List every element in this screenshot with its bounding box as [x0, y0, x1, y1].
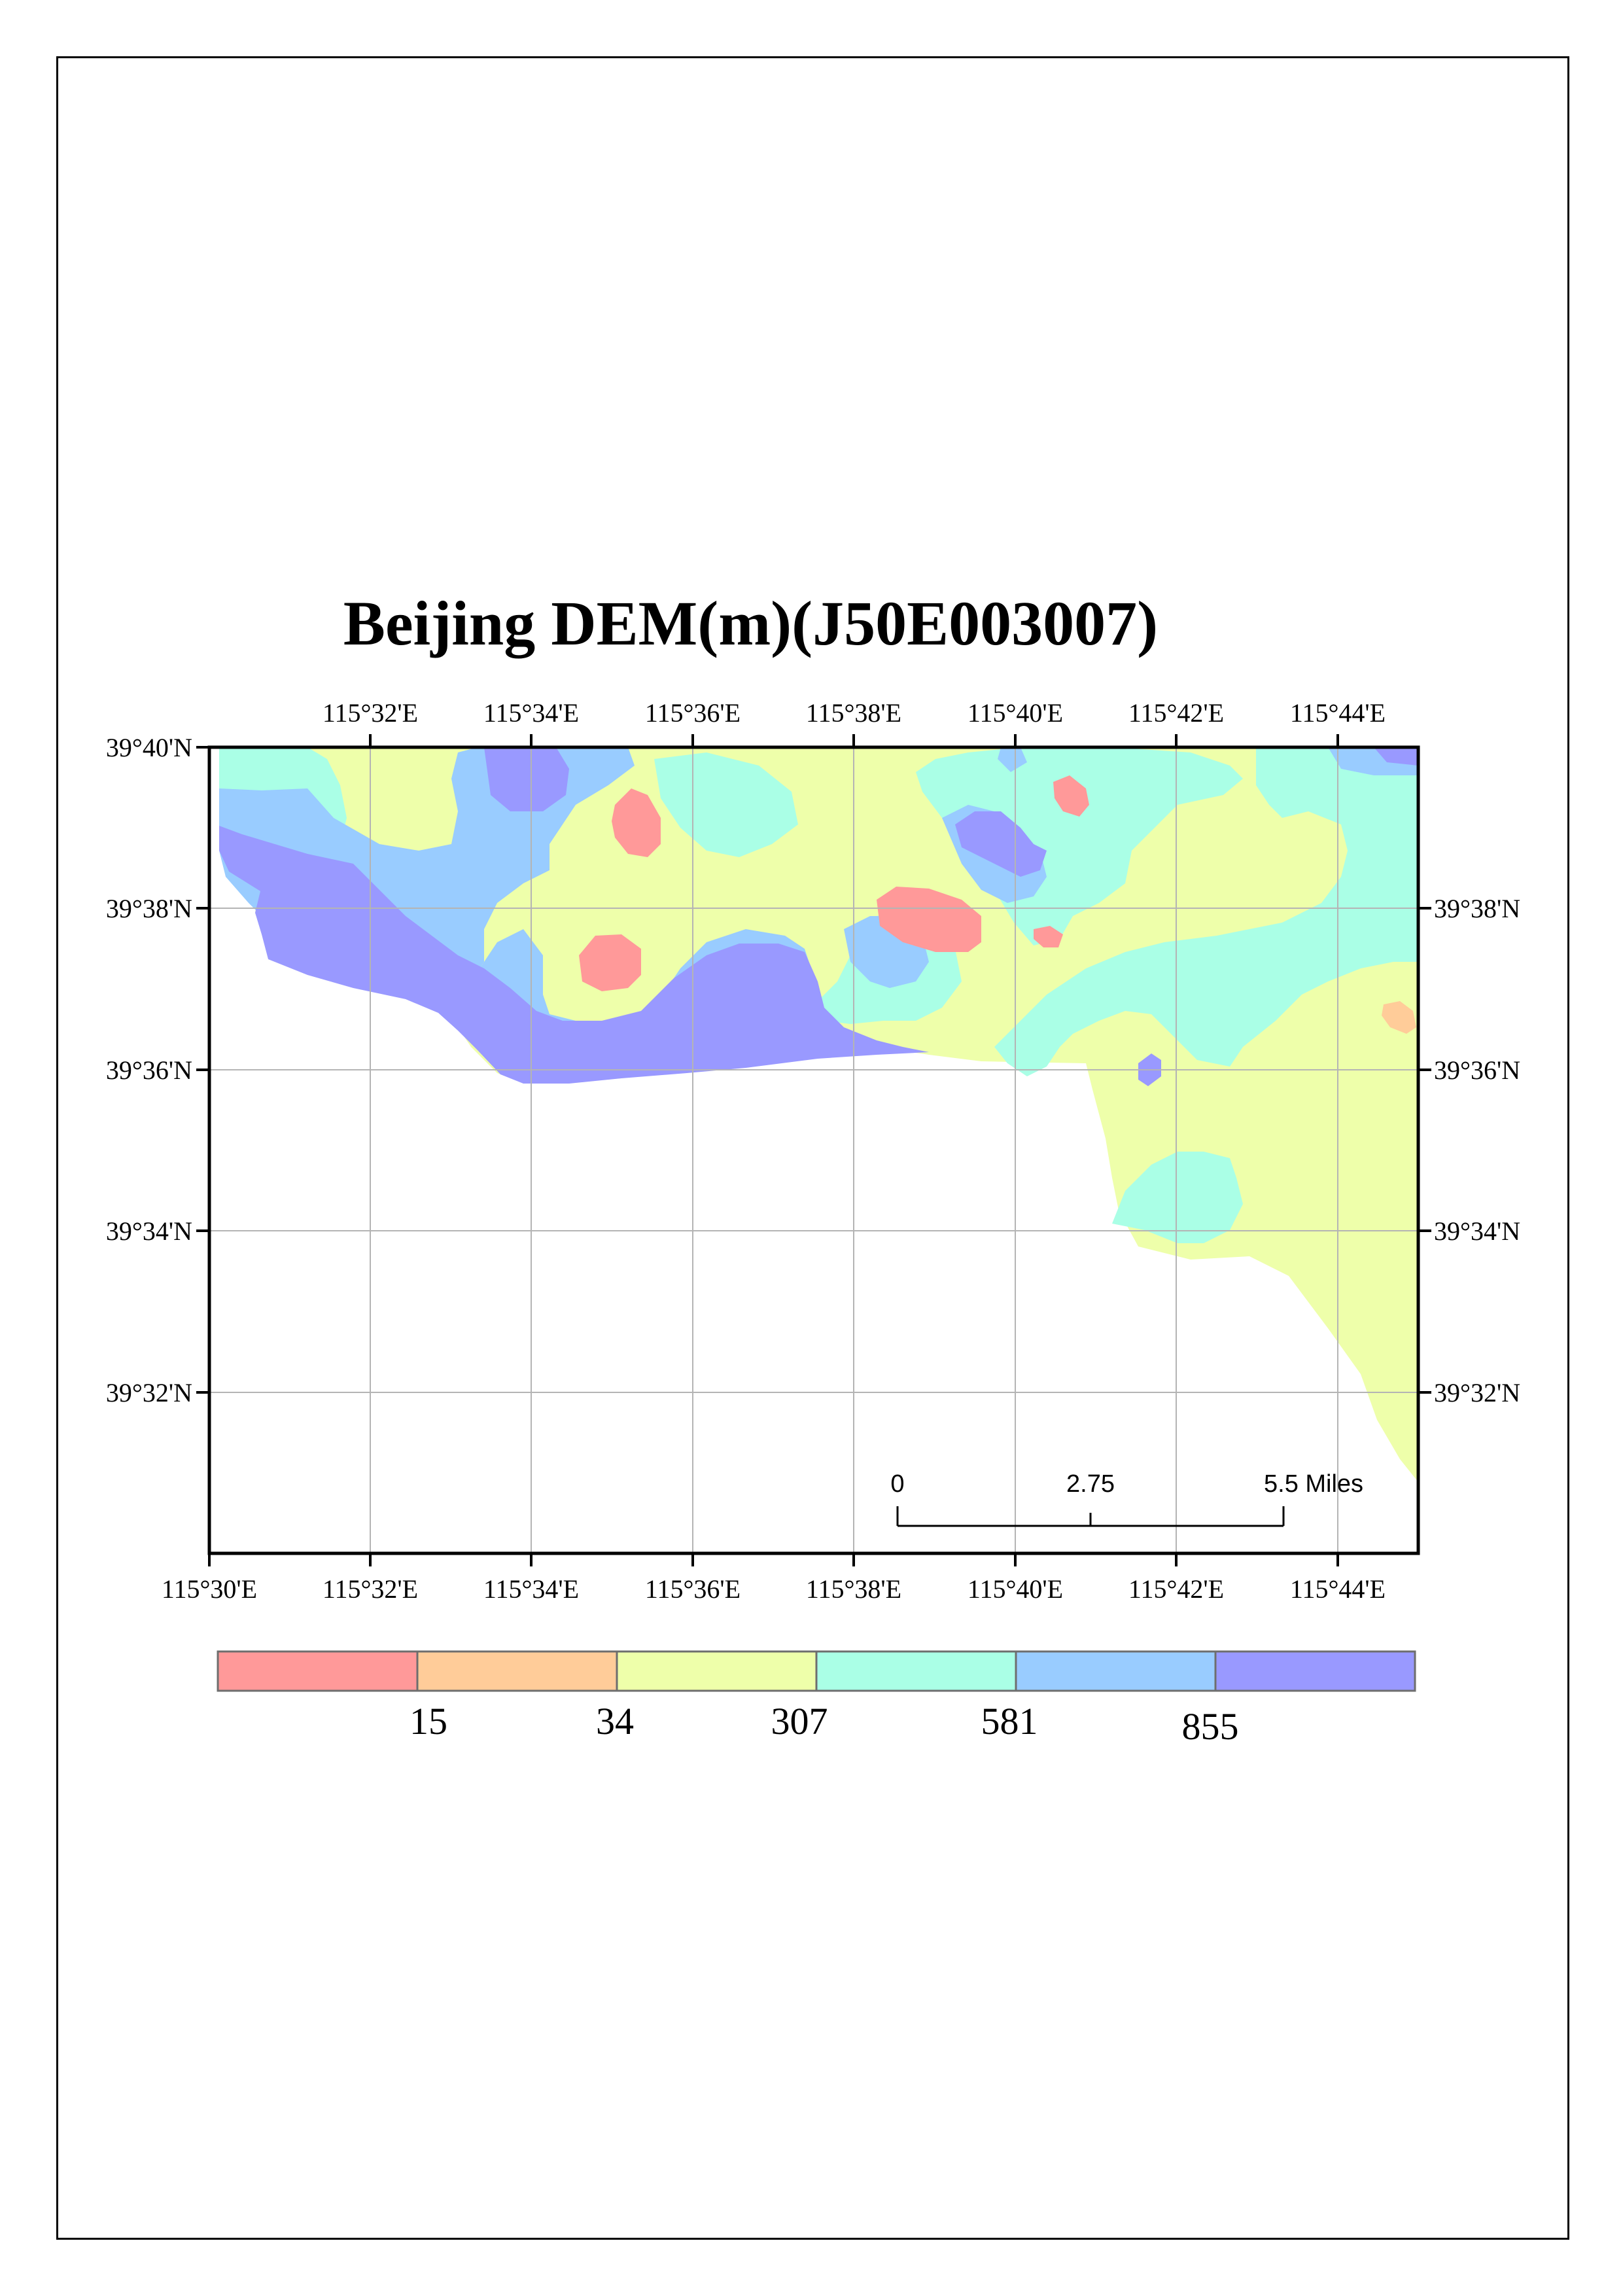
top-lon-labels: 115°32'E 115°34'E 115°36'E 115°38'E 115°…	[323, 698, 1386, 728]
legend-break-label: 855	[1182, 1705, 1239, 1748]
legend-swatch	[416, 1650, 618, 1692]
frame-ticks	[196, 734, 1431, 1566]
right-lat-label: 39°38'N	[1434, 894, 1520, 923]
legend-break-label: 307	[771, 1700, 828, 1742]
dem-zone-min	[877, 887, 981, 952]
left-lat-label: 39°40'N	[106, 733, 192, 762]
scale-bar-label: 0	[890, 1470, 904, 1498]
graticule	[209, 747, 1418, 1553]
top-lon-label: 115°44'E	[1290, 698, 1386, 728]
dem-zone-15	[1382, 1001, 1416, 1034]
page-frame	[56, 56, 1569, 2240]
dem-zone-581	[654, 752, 798, 857]
bottom-lon-label: 115°32'E	[323, 1574, 418, 1604]
dem-zone-max	[219, 826, 929, 1084]
bottom-lon-label: 115°30'E	[162, 1574, 257, 1604]
bottom-lon-label: 115°44'E	[1290, 1574, 1386, 1604]
legend-swatch	[616, 1650, 818, 1692]
dem-zone-max	[484, 747, 569, 811]
dem-zone-581	[994, 747, 1418, 1076]
top-lon-label: 115°34'E	[483, 698, 579, 728]
bottom-lon-label: 115°40'E	[968, 1574, 1063, 1604]
bottom-lon-label: 115°38'E	[806, 1574, 901, 1604]
dem-zone-min	[612, 788, 661, 857]
dem-zone-581	[916, 747, 1243, 945]
legend-break-label: 15	[410, 1700, 447, 1742]
right-lat-labels: 39°38'N 39°36'N 39°34'N 39°32'N	[1434, 894, 1520, 1407]
legend-break-label: 34	[596, 1700, 634, 1742]
top-lon-label: 115°42'E	[1128, 698, 1224, 728]
map-title: Beijing DEM(m)(J50E003007)	[343, 588, 1159, 658]
scale-bar-label: 5.5 Miles	[1264, 1470, 1363, 1498]
legend-swatch	[815, 1650, 1017, 1692]
bottom-lon-label: 115°34'E	[483, 1574, 579, 1604]
legend-swatch	[1015, 1650, 1217, 1692]
legend-break-label: 581	[981, 1700, 1038, 1742]
dem-zone-307	[219, 747, 1418, 1482]
map-frame	[207, 745, 1420, 1555]
top-lon-label: 115°38'E	[806, 698, 901, 728]
bottom-lon-label: 115°42'E	[1128, 1574, 1224, 1604]
dem-raster	[219, 747, 1418, 1482]
right-lat-label: 39°34'N	[1434, 1216, 1520, 1246]
legend-swatch	[217, 1650, 419, 1692]
legend-swatch	[1214, 1650, 1416, 1692]
legend-swatches	[217, 1650, 1416, 1692]
right-lat-label: 39°36'N	[1434, 1055, 1520, 1085]
left-lat-label: 39°32'N	[106, 1378, 192, 1407]
scale-bar: 0 2.75 5.5 Miles	[890, 1470, 1363, 1527]
bottom-lon-label: 115°36'E	[645, 1574, 741, 1604]
dem-zone-855	[998, 747, 1027, 772]
bottom-lon-labels: 115°30'E 115°32'E 115°34'E 115°36'E 115°…	[162, 1574, 1386, 1604]
dem-zone-581	[1112, 1152, 1243, 1243]
top-lon-label: 115°36'E	[645, 698, 741, 728]
dem-zone-min	[1053, 775, 1089, 817]
dem-zone-min	[1034, 926, 1063, 947]
dem-zone-min	[579, 934, 641, 991]
top-lon-label: 115°40'E	[968, 698, 1063, 728]
left-lat-label: 39°34'N	[106, 1216, 192, 1246]
dem-zone-max	[1374, 747, 1418, 766]
scale-bar-label: 2.75	[1066, 1470, 1115, 1498]
top-lon-label: 115°32'E	[323, 698, 418, 728]
left-lat-label: 39°38'N	[106, 894, 192, 923]
dem-zone-max	[955, 811, 1047, 877]
left-lat-labels: 39°40'N 39°38'N 39°36'N 39°34'N 39°32'N	[106, 733, 192, 1407]
right-lat-label: 39°32'N	[1434, 1378, 1520, 1407]
elevation-legend: 15 34 307 581 855	[217, 1650, 1416, 1748]
left-lat-label: 39°36'N	[106, 1055, 192, 1085]
